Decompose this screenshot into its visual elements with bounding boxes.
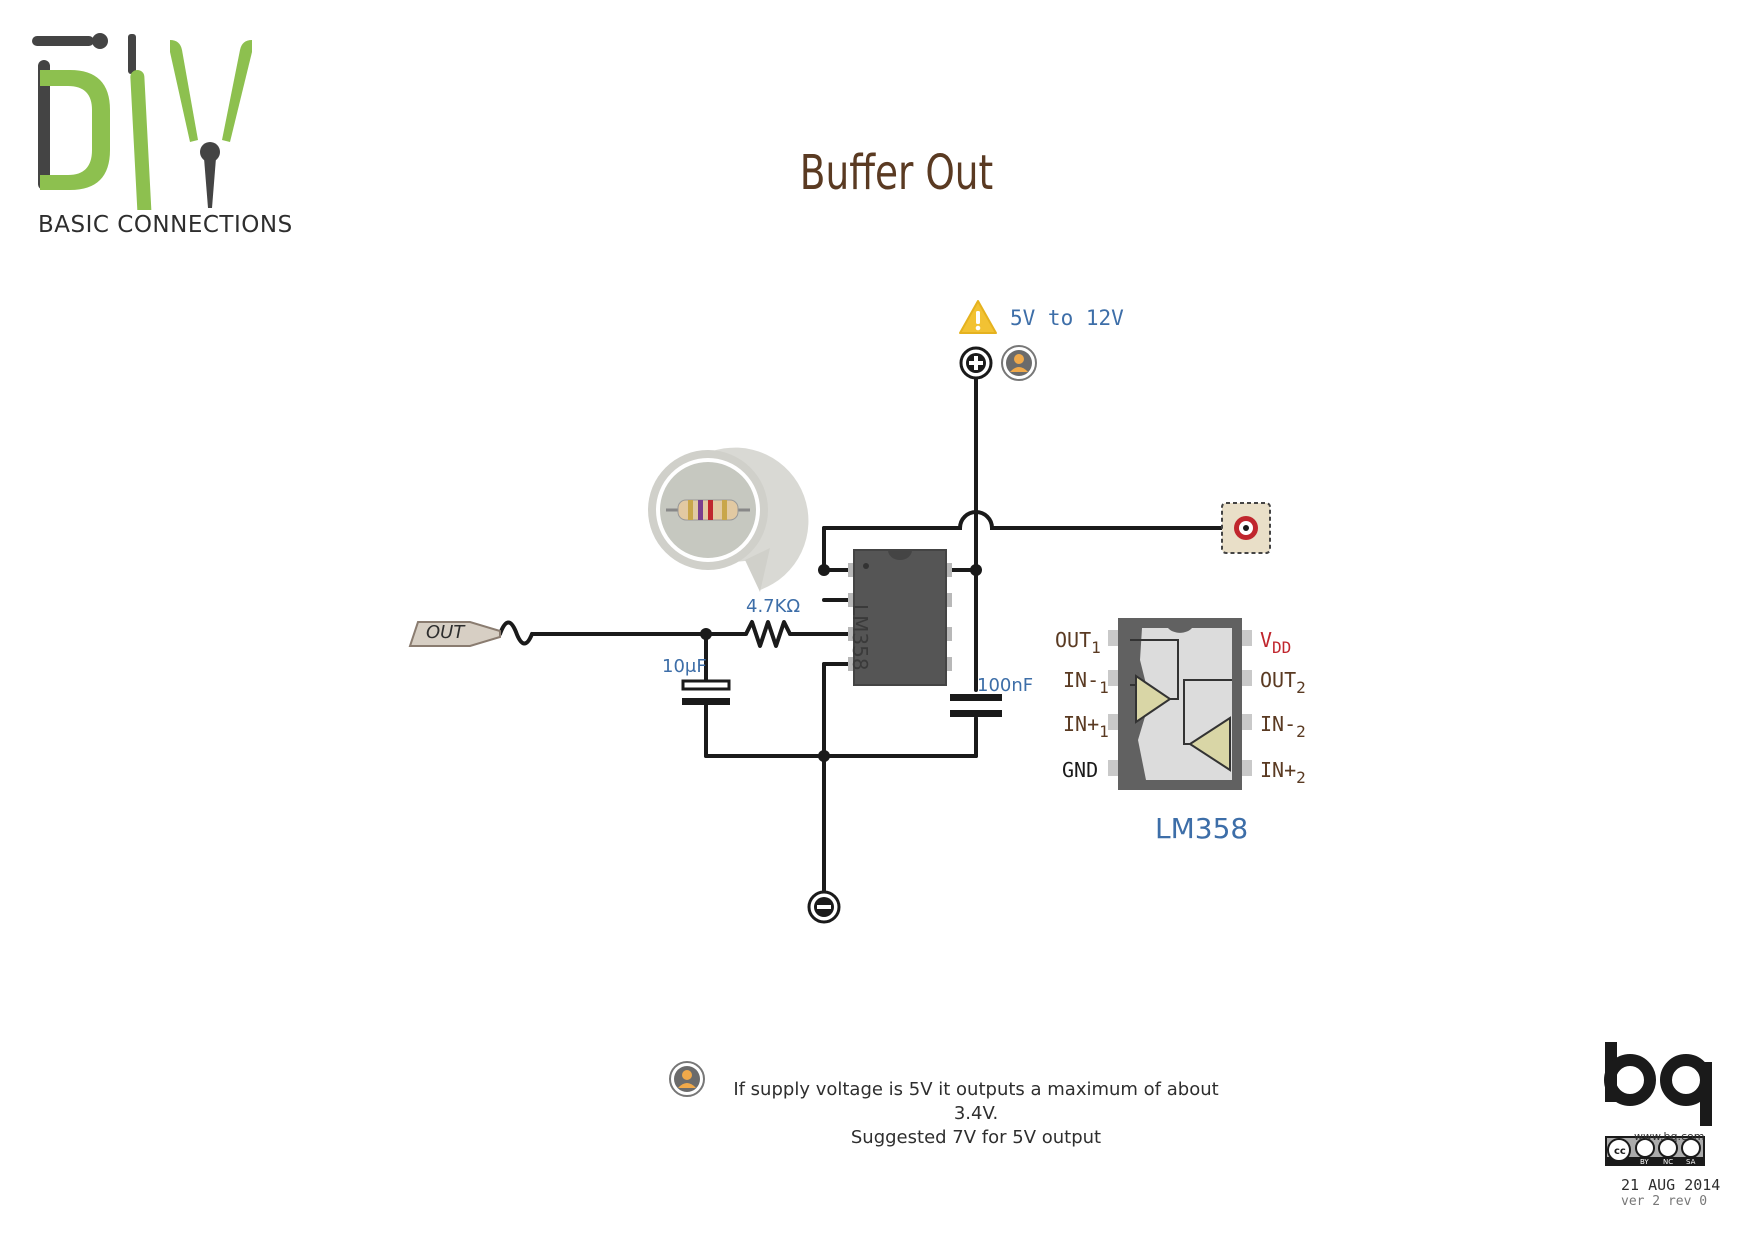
resistor-callout (648, 447, 809, 592)
pin-label-in-plus1: IN+1 (1063, 712, 1109, 741)
supply-note-line1: If supply voltage is 5V it outputs a max… (733, 1079, 1219, 1124)
out-connector-label: OUT (426, 622, 465, 643)
supply-voltage-label: 5V to 12V (1010, 306, 1124, 330)
pin-label-in-plus2: IN+2 (1260, 758, 1306, 787)
warning-icon (958, 299, 998, 339)
revision-version: ver 2 rev 0 (1621, 1194, 1708, 1209)
pin-label-out1: OUT1 (1055, 628, 1101, 657)
user-note-icon (1001, 345, 1037, 381)
bq-logo (1604, 1042, 1712, 1126)
pin-label-vdd: VDD (1260, 628, 1292, 657)
rca-jack-icon (1221, 502, 1271, 554)
resistor-symbol (744, 620, 792, 648)
note-user-icon (668, 1060, 706, 1102)
supply-note: If supply voltage is 5V it outputs a max… (716, 1078, 1236, 1150)
resistor-value-label: 4.7KΩ (746, 596, 801, 617)
brand-url: www.bq.com (1634, 1130, 1705, 1143)
junction-dots (700, 564, 982, 762)
pinout-chip-name: LM358 (1155, 812, 1249, 845)
license-by: BY (1640, 1158, 1649, 1166)
supply-note-line2: Suggested 7V for 5V output (850, 1127, 1102, 1148)
pinout-chip-graphic (1108, 618, 1252, 790)
pin-label-out2: OUT2 (1260, 668, 1306, 697)
svg-text:cc: cc (1614, 1146, 1626, 1157)
capacitor-100nf-symbol (950, 694, 1002, 717)
minus-terminal-icon (807, 890, 841, 924)
out-connector-shape (408, 621, 501, 647)
capacitor-decoupling-value-label: 100nF (977, 675, 1034, 696)
diy-logo (30, 30, 260, 220)
license-nc: NC (1663, 1158, 1673, 1166)
pin-label-in-minus2: IN-2 (1260, 712, 1306, 741)
cc-license-badge: cc BY NC SA (1605, 1136, 1705, 1166)
license-sa: SA (1686, 1158, 1696, 1166)
diy-logo-graphic (32, 33, 252, 220)
revision-date: 21 AUG 2014 (1621, 1176, 1721, 1194)
pin-label-in-minus1: IN-1 (1063, 668, 1109, 697)
ic-body-label: LM358 (848, 604, 872, 671)
wire-output (822, 510, 1224, 530)
pin-label-gnd: GND (1062, 758, 1099, 782)
capacitor-10uf-symbol (681, 679, 731, 705)
capacitor-input-value-label: 10μF (662, 656, 707, 677)
plus-terminal-icon (959, 346, 993, 380)
logo-subtitle: BASIC CONNECTIONS (38, 212, 293, 238)
wire-input-wave (498, 620, 534, 646)
ic-lm358 (848, 549, 952, 686)
page-title: Buffer Out (799, 145, 994, 201)
